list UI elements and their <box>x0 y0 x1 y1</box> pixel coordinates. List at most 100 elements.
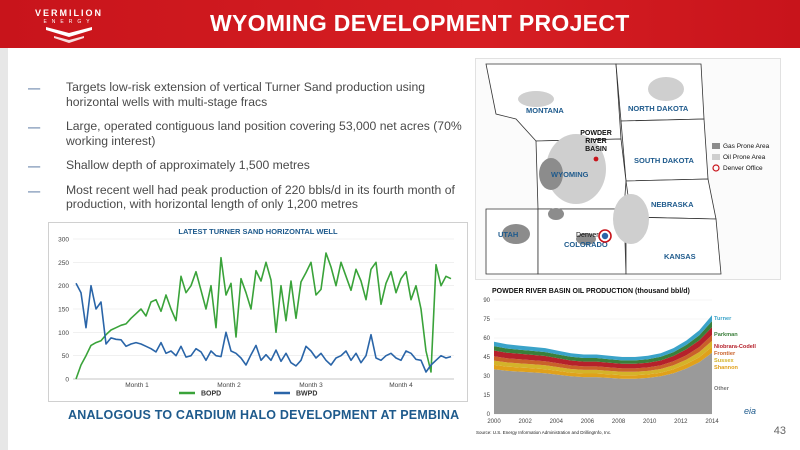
prod-series-label: Parkman <box>714 332 738 338</box>
bullet-text: Targets low-risk extension of vertical T… <box>66 80 426 109</box>
gas-prone-area <box>539 158 563 190</box>
prod-xtick-label: 2006 <box>581 419 595 425</box>
prod-chart-source: Source: U.S. Energy Information Administ… <box>476 430 611 435</box>
map-label-north-dakota: NORTH DAKOTA <box>628 104 689 113</box>
gas-prone-area <box>548 208 564 220</box>
well-xtick-label: Month 3 <box>299 382 323 389</box>
vermilion-logo: VERMILION ENERGY <box>14 4 124 48</box>
well-ytick-label: 250 <box>58 260 69 267</box>
bullet-text: Shallow depth of approximately 1,500 met… <box>66 158 310 172</box>
bullet-item: — Shallow depth of approximately 1,500 me… <box>20 158 470 173</box>
map-label-wyoming: WYOMING <box>551 170 589 179</box>
prod-ytick-label: 0 <box>487 412 491 418</box>
prod-area-niobrara-codell <box>494 327 712 369</box>
legend-office-label: Denver Office <box>723 165 763 172</box>
denver-dot-icon <box>601 232 609 240</box>
well-ytick-label: 200 <box>58 283 69 290</box>
bullet-item: — Large, operated contiguous land positio… <box>20 119 470 148</box>
map-label-montana: MONTANA <box>526 106 564 115</box>
oil-prone-area <box>648 77 684 101</box>
prod-ytick-label: 75 <box>483 317 490 323</box>
bullet-dash-icon: — <box>28 81 41 95</box>
page-title: WYOMING DEVELOPMENT PROJECT <box>210 10 630 36</box>
gas-prone-area <box>502 224 530 244</box>
prod-series-label: Niobrara-Codell <box>714 344 756 350</box>
well-ytick-label: 300 <box>58 237 69 244</box>
legend-gas-label: Gas Prone Area <box>723 143 770 150</box>
well-chart-title: LATEST TURNER SAND HORIZONTAL WELL <box>178 227 338 236</box>
well-xtick-label: Month 4 <box>389 382 413 389</box>
prod-ytick-label: 45 <box>483 355 490 361</box>
prod-xtick-label: 2000 <box>487 419 501 425</box>
map-label-nebraska: NEBRASKA <box>651 200 694 209</box>
basin-marker-icon <box>593 156 599 162</box>
denver-office-icon <box>598 229 612 243</box>
legend-oil-swatch <box>712 154 720 160</box>
bullet-text: Large, operated contiguous land position… <box>66 119 462 148</box>
well-xtick-label: Month 2 <box>217 382 241 389</box>
prod-ytick-label: 60 <box>483 336 490 342</box>
logo-chevron-icon <box>46 27 92 43</box>
legend-oil-label: Oil Prone Area <box>723 154 766 161</box>
prod-area-sussex <box>494 340 712 376</box>
prod-area-other <box>494 352 712 414</box>
south-dakota-shape <box>620 118 709 182</box>
prod-area-frontier <box>494 335 712 372</box>
bullet-dash-icon: — <box>28 120 41 134</box>
bullet-dash-icon: — <box>28 159 41 173</box>
map-label-denver: Denver <box>576 232 599 239</box>
prod-xtick-label: 2014 <box>705 419 719 425</box>
prod-series-label: Frontier <box>714 351 736 357</box>
well-ytick-label: 50 <box>62 353 70 360</box>
page-number: 43 <box>773 425 786 437</box>
bullet-list: — Targets low-risk extension of vertical … <box>20 80 470 222</box>
well-legend-label: BWPD <box>296 391 317 398</box>
kansas-shape <box>625 216 722 275</box>
well-series-line-bopd <box>75 252 452 380</box>
prod-series-label: Turner <box>714 316 732 322</box>
basin-label-line3: BASIN <box>585 146 607 153</box>
basin-production-chart: POWDER RIVER BASIN OIL PRODUCTION (thous… <box>472 282 782 440</box>
prod-chart-title: POWDER RIVER BASIN OIL PRODUCTION (thous… <box>492 288 690 295</box>
map-label-utah: UTAH <box>498 230 518 239</box>
well-xtick-label: Month 1 <box>125 382 149 389</box>
footer-caption: ANALOGOUS TO CARDIUM HALO DEVELOPMENT AT… <box>68 408 460 422</box>
prod-area-parkman <box>494 321 712 364</box>
map-label-kansas: KANSAS <box>664 252 696 261</box>
prod-ytick-label: 15 <box>483 393 490 399</box>
map-label-colorado: COLORADO <box>564 240 608 249</box>
oil-prone-area <box>518 91 554 107</box>
legend-office-icon <box>712 164 720 172</box>
prod-series-label: Sussex <box>714 358 734 364</box>
oil-prone-area <box>613 194 649 244</box>
logo-sub: ENERGY <box>43 19 95 25</box>
well-ytick-label: 100 <box>58 330 69 337</box>
well-series-line-bwpd <box>75 282 452 373</box>
basin-label-line2: RIVER <box>585 138 606 145</box>
prod-xtick-label: 2010 <box>643 419 657 425</box>
bullet-dash-icon: — <box>28 183 41 198</box>
well-chart-svg: LATEST TURNER SAND HORIZONTAL WELL 0 50 10… <box>58 227 454 398</box>
prod-series-label: Shannon <box>714 365 739 371</box>
header-bar: VERMILION ENERGY WYOMING DEVELOPMENT PRO… <box>0 0 800 48</box>
oil-prone-area <box>546 134 606 204</box>
prod-xtick-label: 2012 <box>674 419 688 425</box>
prod-ytick-label: 30 <box>483 374 490 380</box>
prod-series-label: Other <box>714 386 730 392</box>
map-label-south-dakota: SOUTH DAKOTA <box>634 156 694 165</box>
prod-area-turner <box>494 315 712 361</box>
well-production-chart: LATEST TURNER SAND HORIZONTAL WELL 0 50 10… <box>48 222 468 402</box>
prod-xtick-label: 2002 <box>518 419 532 425</box>
map-svg: MONTANA NORTH DAKOTA SOUTH DAKOTA WYOMIN… <box>485 63 770 275</box>
left-margin-bar <box>0 48 8 450</box>
logo-name: VERMILION <box>34 8 103 18</box>
bullet-item: — Most recent well had peak production of… <box>20 183 470 212</box>
prod-area-shannon <box>494 346 712 379</box>
regional-map: MONTANA NORTH DAKOTA SOUTH DAKOTA WYOMIN… <box>475 58 781 280</box>
basin-label-line1: POWDER <box>580 130 612 137</box>
prod-xtick-label: 2008 <box>612 419 626 425</box>
well-ytick-label: 150 <box>58 307 69 314</box>
legend-gas-swatch <box>712 143 720 149</box>
well-ytick-label: 0 <box>65 377 69 384</box>
bullet-item: — Targets low-risk extension of vertical … <box>20 80 470 109</box>
